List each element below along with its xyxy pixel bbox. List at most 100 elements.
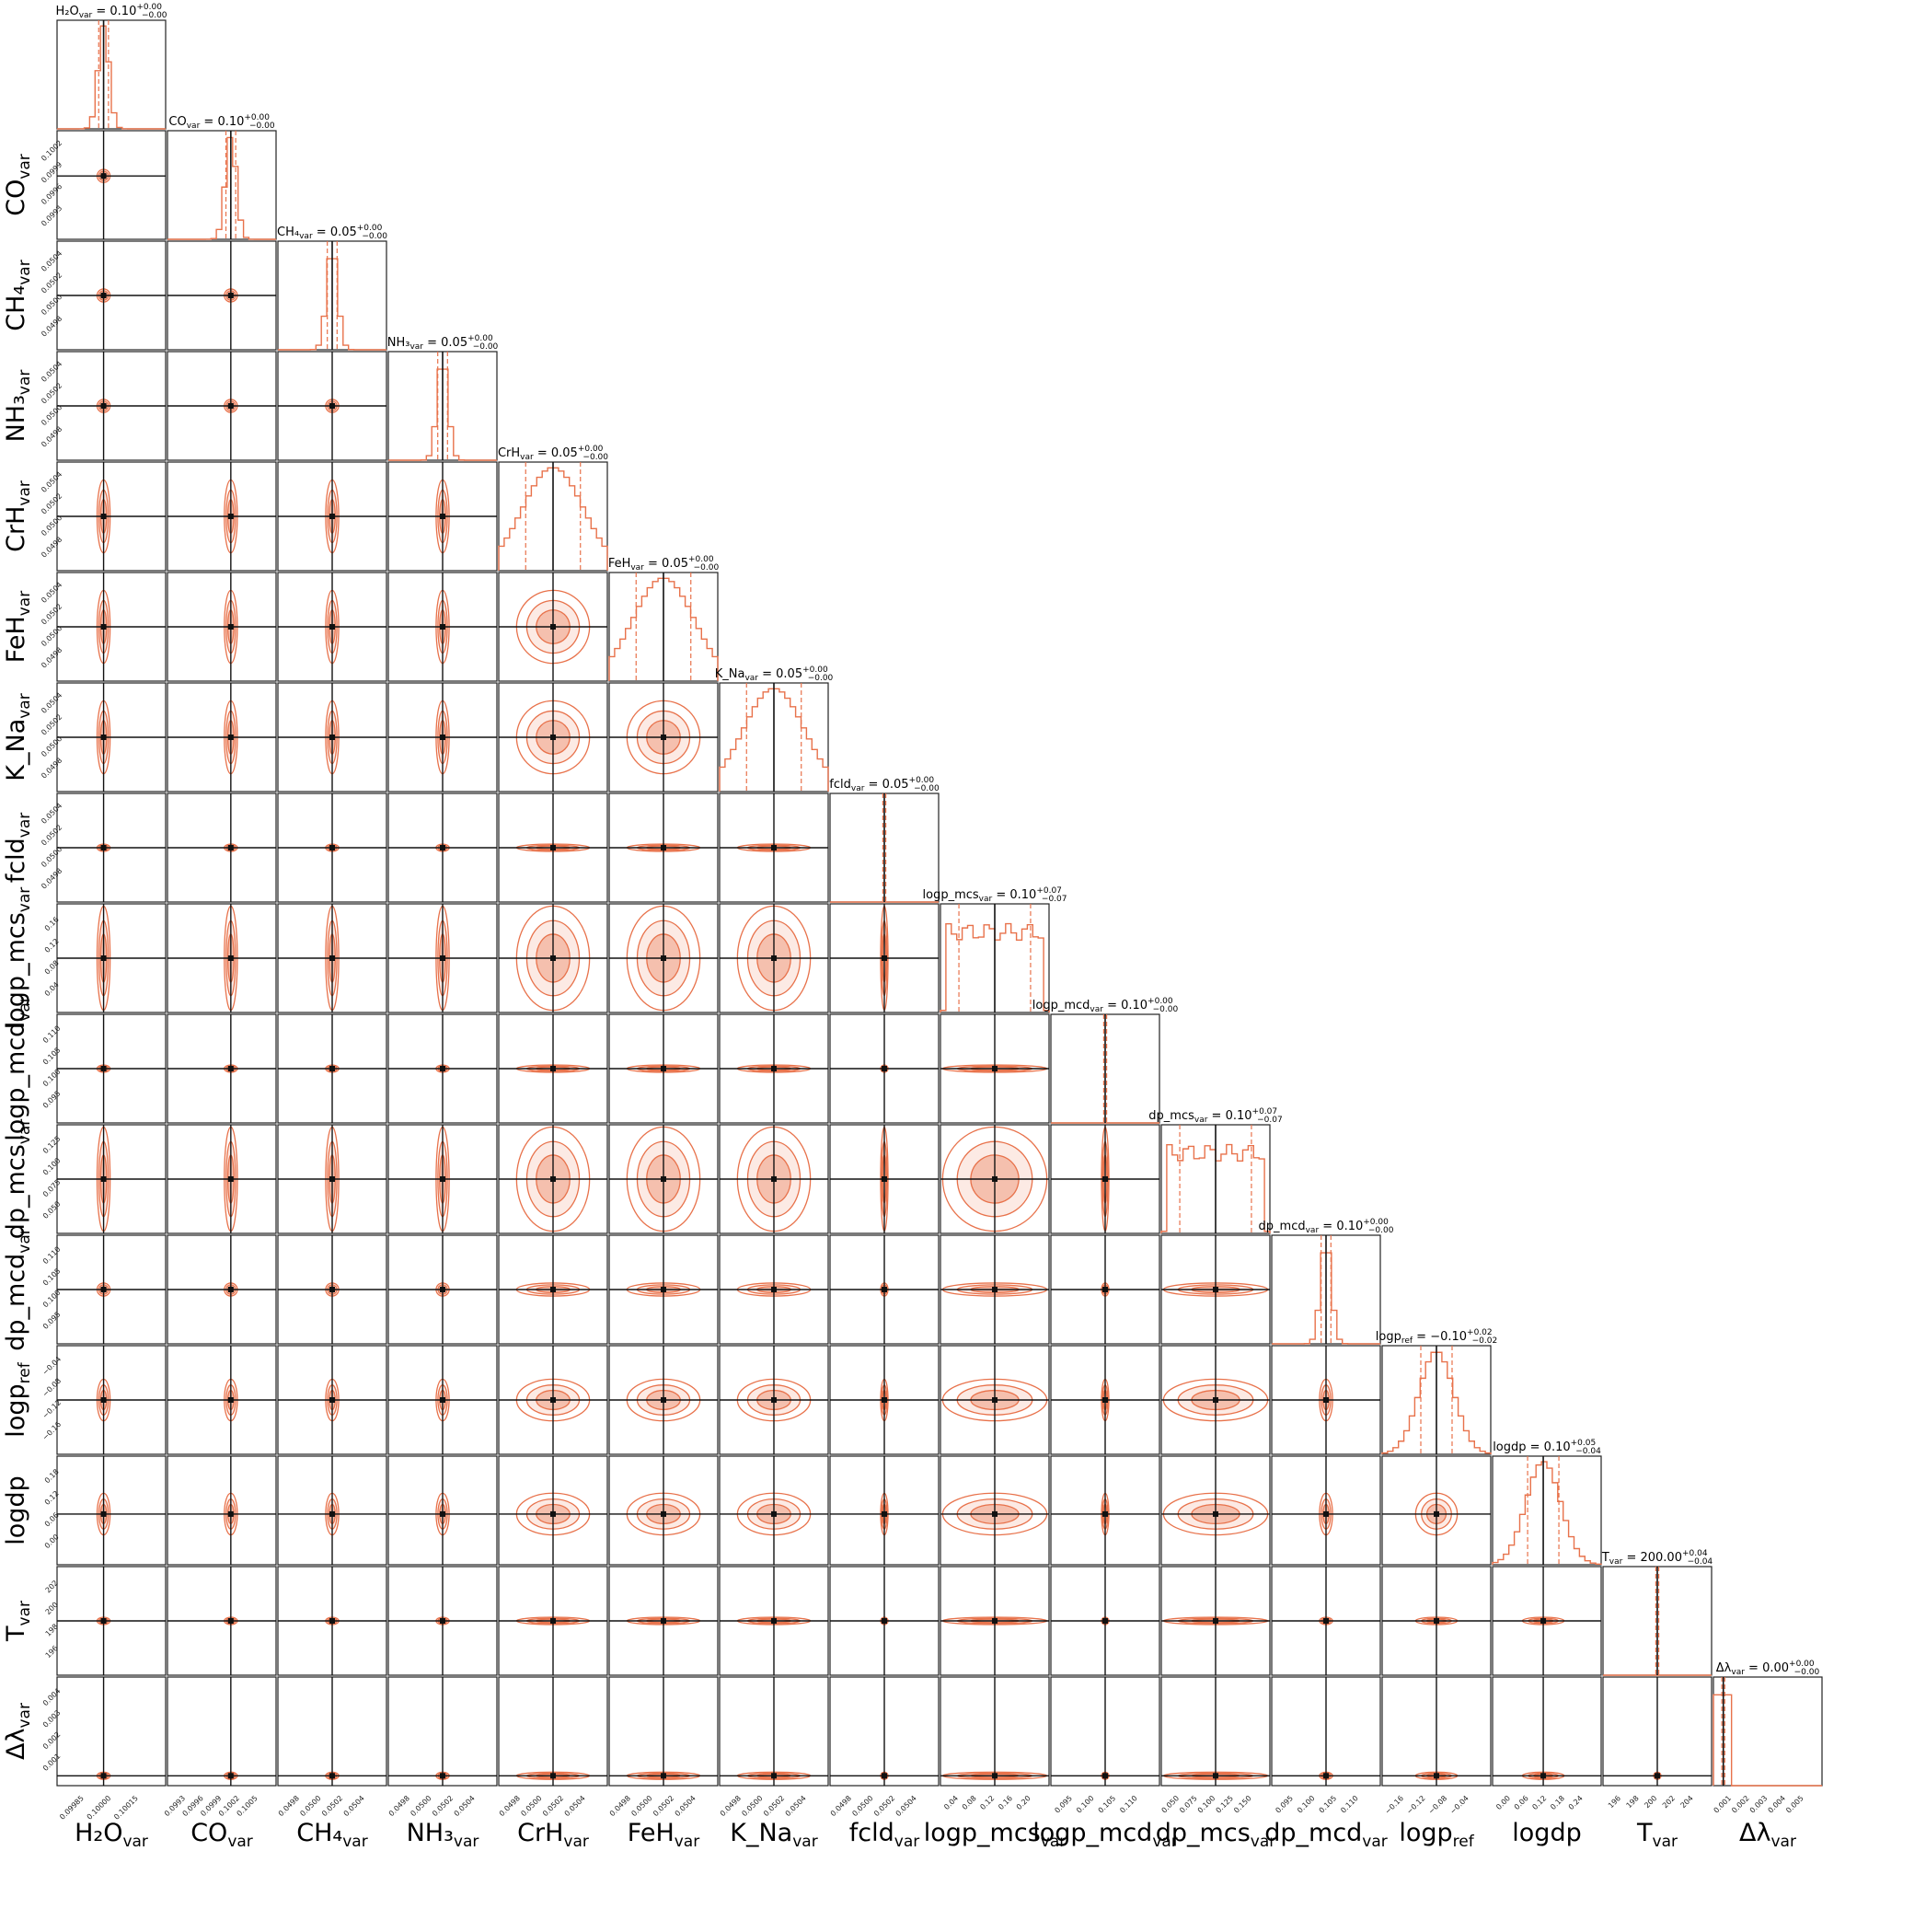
- panel-10-3: [387, 1124, 498, 1234]
- x-tick-label: 0.100: [1196, 1794, 1217, 1815]
- x-tick-label: 0.095: [1274, 1794, 1295, 1815]
- panel-12-4: [498, 1345, 608, 1455]
- y-tick-label: 0.0498: [40, 536, 63, 560]
- histogram-step: [1492, 1461, 1602, 1565]
- x-axis-label: dp_mcdvar: [1264, 1819, 1388, 1851]
- y-tick-label: 0.16: [43, 915, 61, 932]
- contour-level: [515, 589, 591, 665]
- panel-13-4: [498, 1455, 608, 1566]
- panel-frame: [1492, 1676, 1602, 1787]
- panel-15-12: −0.16 −0.12 −0.08 −0.04: [1381, 1676, 1492, 1816]
- y-tick-label: 0.0993: [40, 204, 63, 228]
- y-tick-label: 0.0500: [40, 403, 63, 427]
- truth-marker: [440, 1397, 445, 1403]
- x-tick-label: 0.125: [1215, 1794, 1236, 1815]
- y-tick-label: 0.100: [41, 1289, 63, 1310]
- panel-4-4: CrHvar = 0.05+0.00 −0.00: [498, 445, 608, 572]
- truth-marker: [1102, 1287, 1108, 1292]
- x-tick-label: −0.08: [1427, 1794, 1449, 1816]
- truth-marker: [100, 1066, 107, 1071]
- x-tick-label: 0.0500: [298, 1794, 322, 1818]
- panel-11-2: [277, 1234, 387, 1345]
- truth-marker: [329, 403, 335, 409]
- truth-marker: [882, 1510, 887, 1517]
- panel-11-11: dp_mcdvar = 0.10+0.00 −0.00: [1259, 1218, 1394, 1345]
- panel-4-1: [167, 461, 277, 572]
- x-tick-label: 0.105: [1318, 1794, 1339, 1815]
- x-tick-label: 0.00: [1494, 1794, 1512, 1811]
- x-tick-label: 0.12: [978, 1794, 996, 1811]
- x-tick-label: 0.001: [1713, 1794, 1734, 1815]
- panel-title: Δλvar = 0.00+0.00 −0.00: [1716, 1660, 1820, 1677]
- x-axis-label: logp_mcsvar: [924, 1819, 1066, 1851]
- y-tick-label: 0.100: [41, 1068, 63, 1089]
- x-tick-label: 0.16: [997, 1794, 1014, 1811]
- x-tick-label: 0.100: [1075, 1794, 1096, 1815]
- y-axis-label: logpref: [2, 1361, 34, 1437]
- y-axis-label: NH₃var: [2, 370, 34, 443]
- panel-9-5: [608, 1013, 719, 1124]
- panel-7-4: [498, 792, 608, 903]
- truth-marker: [771, 1287, 777, 1292]
- panel-11-4: [498, 1234, 608, 1345]
- panel-14-5: [608, 1566, 719, 1676]
- x-tick-label: 0.08: [961, 1794, 978, 1811]
- y-tick-label: 0.0498: [40, 425, 63, 449]
- panel-13-7: [829, 1455, 940, 1566]
- truth-marker: [661, 1773, 666, 1779]
- x-tick-label: 0.0504: [563, 1794, 587, 1818]
- truth-marker: [1434, 1510, 1439, 1517]
- truth-marker: [329, 1066, 335, 1071]
- panel-title: logpref = −0.10+0.02 −0.02: [1376, 1328, 1497, 1346]
- y-tick-label: 0.095: [41, 1310, 63, 1331]
- panel-15-14: 196 198 200 202 204: [1602, 1676, 1713, 1810]
- y-tick-label: 0.04: [43, 980, 61, 998]
- truth-marker: [771, 1397, 777, 1403]
- truth-marker: [550, 955, 556, 961]
- x-tick-label: 0.110: [1118, 1794, 1139, 1815]
- x-axis-label: CH₄var: [296, 1819, 367, 1851]
- truth-marker: [227, 1510, 234, 1517]
- panel-8-6: [719, 903, 829, 1013]
- truth-marker: [771, 845, 777, 850]
- y-tick-label: 0.0500: [40, 624, 63, 648]
- truth-marker: [550, 1510, 556, 1517]
- x-tick-label: 0.0498: [498, 1794, 522, 1818]
- y-tick-label: 0.0498: [40, 757, 63, 781]
- truth-marker: [882, 1176, 887, 1182]
- histogram-step: [1713, 1694, 1822, 1787]
- y-tick-label: 0.0500: [40, 845, 63, 869]
- panel-13-9: [1050, 1455, 1160, 1566]
- panel-2-2: CH₄var = 0.05+0.00 −0.00: [277, 224, 387, 351]
- x-axis-label: logpref: [1399, 1819, 1474, 1851]
- panel-title: dp_mcdvar = 0.10+0.00 −0.00: [1259, 1218, 1394, 1235]
- panel-14-12: [1381, 1566, 1492, 1676]
- y-tick-label: 0.001: [41, 1752, 63, 1773]
- truth-marker: [1102, 1510, 1108, 1517]
- truth-marker: [1540, 1773, 1547, 1779]
- y-tick-label: −0.08: [40, 1377, 63, 1399]
- y-tick-label: −0.04: [40, 1355, 63, 1377]
- y-tick-label: 0.105: [41, 1267, 63, 1288]
- panel-13-1: [167, 1455, 277, 1566]
- truth-marker: [227, 1066, 234, 1071]
- y-tick-label: 0.002: [41, 1730, 63, 1752]
- y-tick-label: 0.004: [41, 1687, 63, 1708]
- truth-marker: [227, 955, 234, 961]
- panel-13-12: [1381, 1455, 1492, 1566]
- truth-marker: [661, 955, 666, 961]
- truth-marker: [100, 845, 107, 850]
- x-tick-label: 198: [1625, 1794, 1641, 1810]
- truth-marker: [1213, 1510, 1218, 1517]
- truth-marker: [1213, 1287, 1218, 1292]
- truth-marker: [661, 1287, 666, 1292]
- truth-marker: [440, 1510, 445, 1517]
- x-tick-label: 0.0500: [850, 1794, 874, 1818]
- truth-marker: [227, 845, 234, 850]
- panel-14-4: [498, 1566, 608, 1676]
- panel-12-7: [829, 1345, 940, 1455]
